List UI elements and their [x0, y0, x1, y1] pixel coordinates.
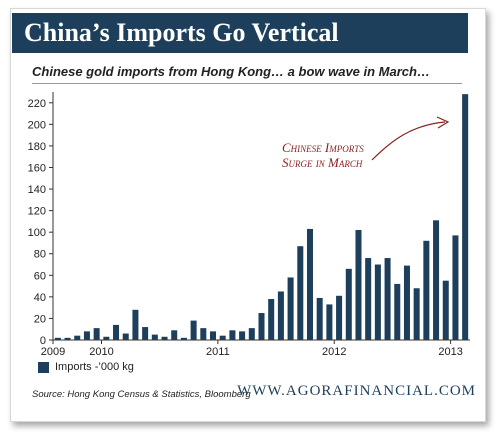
bar — [74, 335, 81, 340]
bar — [239, 331, 246, 340]
bar — [180, 337, 187, 340]
y-tick-label: 120 — [28, 206, 46, 218]
bar — [355, 230, 362, 340]
legend: Imports -’000 kg — [38, 361, 134, 373]
y-tick-label: 100 — [28, 227, 46, 239]
y-tick-label: 80 — [34, 249, 46, 261]
bar — [171, 330, 178, 340]
legend-label: Imports -’000 kg — [55, 361, 134, 373]
chart-title: China’s Imports Go Vertical — [12, 13, 468, 53]
bar — [132, 309, 139, 340]
chart-card — [10, 8, 486, 422]
bar — [64, 337, 71, 340]
bar — [374, 264, 381, 340]
bar — [142, 327, 149, 340]
bar — [297, 246, 304, 340]
legend-swatch — [38, 361, 49, 373]
bar — [452, 235, 459, 340]
bar — [161, 336, 168, 340]
y-tick-label: 220 — [28, 98, 46, 110]
y-tick-label: 40 — [34, 292, 46, 304]
bar — [316, 297, 323, 340]
annotation-line-2: Surge in March — [282, 155, 363, 170]
y-tick-label: 180 — [28, 141, 46, 153]
bar — [462, 94, 469, 340]
bar — [423, 240, 430, 340]
annotation-arrowhead — [436, 116, 450, 129]
bar — [394, 283, 401, 340]
bar — [113, 324, 120, 340]
y-tick-label: 20 — [34, 313, 46, 325]
chart-subtitle: Chinese gold imports from Hong Kong… a b… — [32, 64, 430, 79]
x-tick-label: 2009 — [41, 346, 65, 358]
subtitle-divider — [32, 83, 462, 84]
y-tick-label: 0 — [40, 335, 46, 347]
bar — [336, 295, 343, 340]
bar — [277, 291, 284, 340]
bar — [326, 304, 333, 340]
bar — [442, 280, 449, 340]
annotation: Chinese Imports Surge in March — [282, 116, 450, 170]
bar — [306, 228, 313, 340]
bar — [345, 268, 352, 340]
bar — [248, 328, 255, 340]
source-note: Source: Hong Kong Census & Statistics, B… — [32, 389, 251, 400]
x-tick-label: 2011 — [206, 346, 230, 358]
bar — [403, 265, 410, 340]
bar — [103, 336, 110, 340]
annotation-line-1: Chinese Imports — [282, 140, 364, 155]
bar — [93, 328, 100, 340]
bar — [229, 330, 236, 340]
bar — [151, 334, 158, 340]
bar — [219, 335, 226, 340]
bar — [433, 220, 440, 340]
bar — [287, 277, 294, 340]
y-tick-label: 60 — [34, 270, 46, 282]
bar — [54, 337, 61, 340]
bar — [190, 320, 197, 340]
brand-url: WWW.AGORAFINANCIAL.COM — [237, 383, 476, 399]
y-tick-label: 140 — [28, 184, 46, 196]
x-tick-label: 2012 — [322, 346, 346, 358]
bar — [268, 299, 275, 340]
bar — [200, 328, 207, 340]
bar — [413, 288, 420, 340]
chart-title-text: China’s Imports Go Vertical — [24, 18, 339, 47]
x-tick-label: 2010 — [89, 346, 113, 358]
y-tick-label: 160 — [28, 162, 46, 174]
bar — [384, 258, 391, 340]
annotation-arrow — [371, 121, 446, 161]
bar — [258, 313, 265, 340]
y-tick-label: 200 — [28, 119, 46, 131]
bar — [210, 331, 217, 340]
x-tick-label: 2013 — [438, 346, 462, 358]
bar — [83, 331, 90, 340]
plot-area: 0 20 40 60 80 100 120 140 160 180 200 220 2009 2010 20… — [28, 92, 470, 358]
bar — [365, 258, 372, 340]
bar — [122, 333, 129, 340]
